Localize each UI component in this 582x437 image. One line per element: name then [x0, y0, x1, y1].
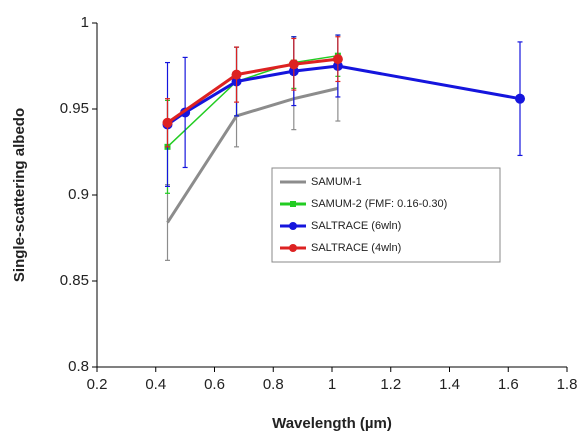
x-tick-label: 0.4 — [145, 376, 166, 393]
y-axis-title: Single-scattering albedo — [11, 108, 28, 282]
x-tick-label: 1.8 — [557, 376, 578, 393]
series-line — [166, 86, 339, 224]
point — [162, 117, 173, 128]
series-line — [166, 54, 338, 148]
x-axis-title: Wavelength (µm) — [272, 415, 392, 432]
legend: SAMUM-1 SAMUM-2 (FMF: 0.16-0.30) SALTRACE … — [271, 167, 501, 263]
y-tick-label: 0.9 — [68, 186, 89, 203]
point — [332, 54, 343, 65]
y-tick-label: 0.85 — [60, 272, 89, 289]
y-tick-label: 0.95 — [60, 100, 89, 117]
legend-label: SAMUM-2 (FMF: 0.16-0.30) — [311, 198, 447, 210]
x-tick-label: 1.6 — [498, 376, 519, 393]
x-tick-label: 1 — [328, 376, 336, 393]
y-tick-label: 1 — [81, 14, 89, 31]
x-tick-label: 0.8 — [263, 376, 284, 393]
legend-marker — [289, 244, 297, 252]
x-tick-label: 0.6 — [204, 376, 225, 393]
point — [288, 59, 299, 70]
legend-label: SALTRACE (4wln) — [311, 242, 401, 254]
legend-marker — [289, 222, 297, 230]
y-tick-label: 0.8 — [68, 358, 89, 375]
series-line — [166, 64, 521, 126]
x-tick-label: 1.2 — [380, 376, 401, 393]
legend-label: SALTRACE (6wln) — [311, 220, 401, 232]
legend-box — [271, 167, 501, 263]
x-tick-label: 0.2 — [87, 376, 108, 393]
legend-label: SAMUM-1 — [311, 176, 362, 188]
point — [231, 69, 242, 80]
series-line — [166, 57, 339, 124]
point — [515, 93, 525, 104]
legend-marker — [290, 201, 296, 207]
x-tick-label: 1.4 — [439, 376, 460, 393]
